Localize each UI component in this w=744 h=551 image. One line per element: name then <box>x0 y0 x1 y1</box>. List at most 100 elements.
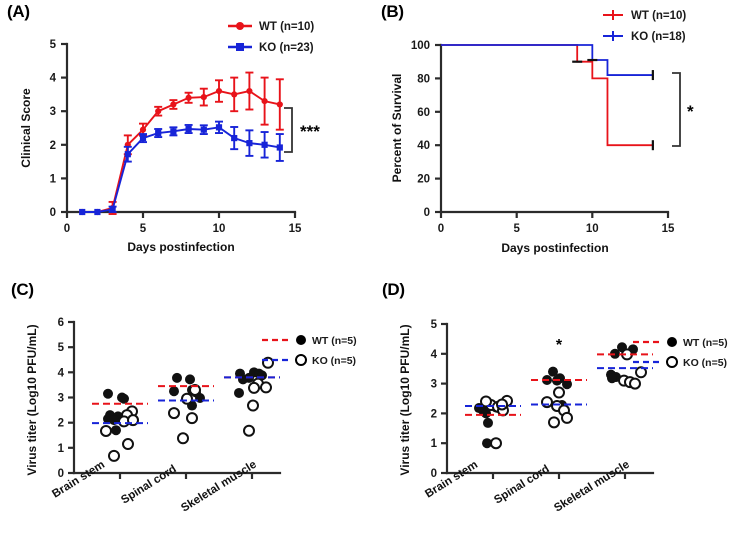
data-point <box>155 108 162 115</box>
panel-b-ytick-2: 40 <box>417 140 430 152</box>
legend-item-ko: KO (n=5) <box>262 354 356 367</box>
data-point <box>246 87 253 95</box>
panel-b-xtick-2: 10 <box>586 223 599 235</box>
wt-data-point <box>234 387 244 398</box>
panel-a-significance-bracket <box>284 107 293 153</box>
ko-data-point <box>181 392 193 405</box>
panel-b-ytick-0: 0 <box>424 207 430 219</box>
data-point <box>200 126 207 133</box>
ko-data-point <box>541 396 553 409</box>
ko-data-point <box>243 424 255 437</box>
panel-c-ylabel: Virus titer (Log10 PFU/mL) <box>25 324 39 475</box>
panel-a-ytick-2: 2 <box>50 140 56 152</box>
survival-ko <box>441 44 654 81</box>
panel-d: (D) 0 1 2 3 <box>375 272 744 551</box>
data-point <box>139 134 147 142</box>
wt-data-point <box>607 373 617 384</box>
group-0 <box>465 394 521 450</box>
data-point <box>79 208 86 216</box>
series-ko <box>79 120 284 216</box>
group-2 <box>597 342 653 390</box>
legend-item-wt: WT (n=5) <box>262 335 357 347</box>
panel-b-ytick-5: 100 <box>411 40 430 52</box>
panel-a-xtick-0: 0 <box>64 223 70 235</box>
panel-a-ylabel: Clinical Score <box>19 88 33 168</box>
ko-open-circle-icon <box>295 354 307 366</box>
data-point <box>94 208 101 216</box>
panel-a-axes <box>61 42 297 218</box>
panel-d-chart: 0 1 2 3 4 5 Virus titer (Log10 PFU/mL) B… <box>398 319 728 515</box>
data-point <box>215 87 223 95</box>
panel-c-category-1: Spinal cord <box>119 463 178 506</box>
panel-d-legend-ko-label: KO (n=5) <box>683 357 727 369</box>
panel-c-ytick-3: 3 <box>58 393 64 405</box>
panel-b-legend-wt-label: WT (n=10) <box>631 10 686 22</box>
panel-c-label: (C) <box>11 280 34 299</box>
data-point <box>231 134 238 142</box>
panel-b-legend-ko-label: KO (n=18) <box>631 31 686 43</box>
panel-c-category-2: Skeletal muscle <box>179 459 259 515</box>
panel-b-xtick-1: 5 <box>513 223 520 235</box>
panel-d-ytick-5: 5 <box>431 319 438 331</box>
wt-filled-circle-icon <box>667 337 677 347</box>
panel-b-legend: WT (n=10) KO (n=18) <box>603 10 686 43</box>
ko-marker-icon <box>236 43 244 51</box>
wt-data-point <box>185 374 195 385</box>
panel-d-ytick-0: 0 <box>431 468 437 480</box>
wt-data-point <box>169 386 179 397</box>
panel-d-ytick-3: 3 <box>431 379 437 391</box>
data-point <box>261 98 268 105</box>
wt-data-point <box>562 379 572 390</box>
wt-data-point <box>111 425 121 436</box>
panel-d-ytick-4: 4 <box>431 349 438 361</box>
panel-d-legend: WT (n=5) KO (n=5) <box>633 337 728 369</box>
ko-data-point <box>189 383 201 396</box>
panel-a-ytick-1: 1 <box>50 173 57 185</box>
legend-item-ko: KO (n=5) <box>633 356 727 369</box>
panel-c-ytick-4: 4 <box>58 367 65 379</box>
legend-item-wt: WT (n=10) <box>228 21 314 33</box>
data-point <box>246 140 253 147</box>
data-point <box>276 101 283 108</box>
panel-d-ytick-1: 1 <box>431 438 438 450</box>
wt-data-point <box>172 372 182 383</box>
panel-d-ylabel: Virus titer (Log10 PFU/mL) <box>398 324 412 475</box>
ko-data-point <box>177 432 189 445</box>
panel-a-legend-ko-label: KO (n=23) <box>259 42 314 54</box>
panel-b-ylabel: Percent of Survival <box>390 74 404 183</box>
panel-a-ytick-3: 3 <box>50 106 56 118</box>
wt-data-point <box>548 366 558 377</box>
data-point <box>155 129 162 137</box>
data-point <box>139 126 147 133</box>
panel-a-ytick-4: 4 <box>50 73 57 85</box>
legend-item-ko: KO (n=18) <box>603 31 686 43</box>
ko-data-point <box>629 377 641 390</box>
panel-c-axes <box>68 320 282 479</box>
group-1 <box>531 366 587 429</box>
data-point <box>231 91 238 98</box>
panel-b-series-group <box>441 44 654 151</box>
ko-data-point <box>553 386 565 399</box>
panel-a-xtick-2: 10 <box>213 223 226 235</box>
panel-b-axes <box>435 43 670 218</box>
group-1 <box>158 372 214 445</box>
panel-a-ytick-5: 5 <box>50 39 57 51</box>
panel-d-significance-label: * <box>556 337 563 354</box>
data-point <box>200 93 207 101</box>
wt-data-point <box>103 388 113 399</box>
panel-c-legend: WT (n=5) KO (n=5) <box>262 335 357 367</box>
wt-data-point <box>119 393 129 404</box>
ko-data-point <box>186 412 198 425</box>
panel-c-points-group <box>92 356 280 462</box>
panel-a-xlabel: Days postinfection <box>127 240 234 254</box>
panel-a-xtick-3: 15 <box>289 223 302 235</box>
panel-d-ytick-2: 2 <box>431 408 437 420</box>
data-point <box>185 94 192 101</box>
panel-d-axes <box>441 322 655 479</box>
data-point <box>170 101 177 108</box>
panel-b-xtick-3: 15 <box>662 223 675 235</box>
data-point <box>185 125 192 133</box>
panel-c-ytick-5: 5 <box>58 342 65 354</box>
data-point <box>109 206 116 213</box>
